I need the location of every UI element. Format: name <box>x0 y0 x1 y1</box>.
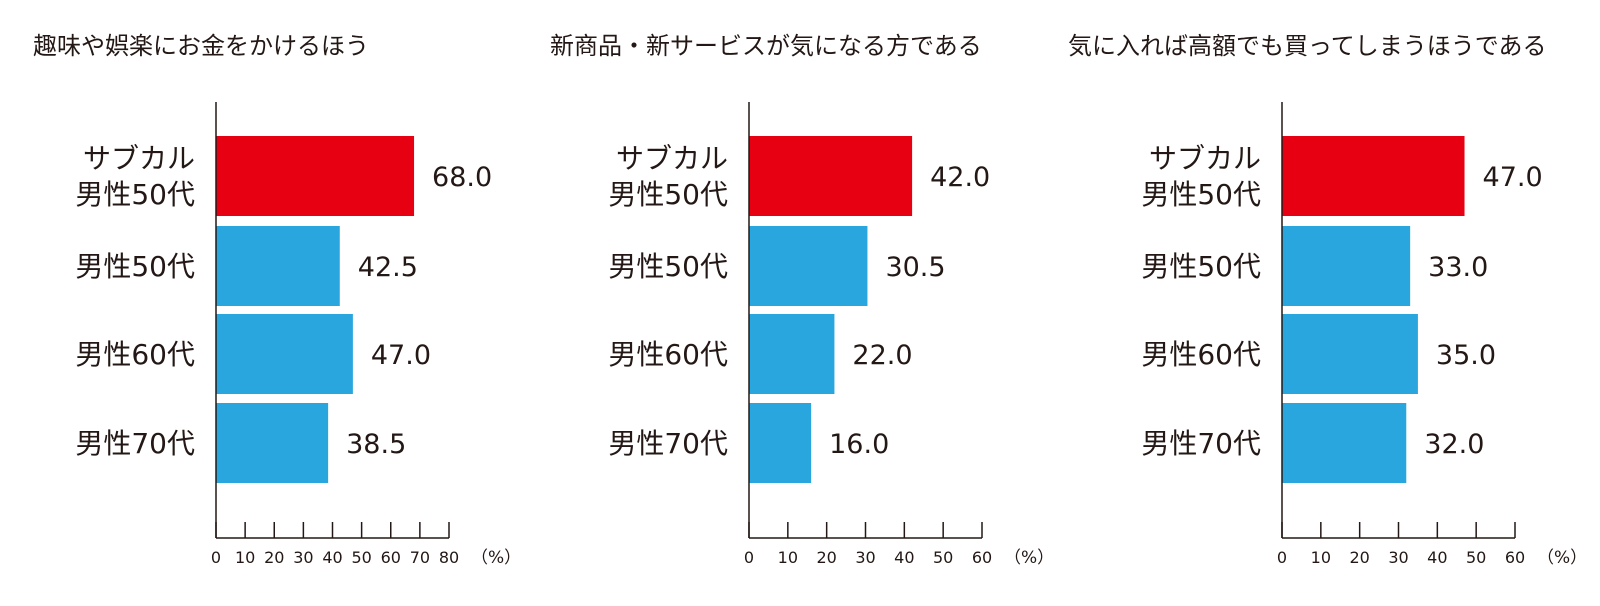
value-label-3: 38.5 <box>346 429 406 460</box>
x-tick-label-4: 40 <box>322 548 342 567</box>
bar-2 <box>749 314 835 394</box>
value-label-0: 42.0 <box>930 162 990 193</box>
x-tick-label-4: 40 <box>894 548 914 567</box>
unit-label: （%） <box>1537 548 1587 568</box>
x-tick-label-2: 20 <box>264 548 284 567</box>
category-label-3-0: 男性70代 <box>75 427 195 460</box>
category-label-1-0: 男性50代 <box>608 250 728 283</box>
chart-title: 気に入れば高額でも買ってしまうほうである <box>1068 32 1547 60</box>
x-tick-label-1: 10 <box>778 548 798 567</box>
chart-title: 新商品・新サービスが気になる方である <box>550 32 982 60</box>
chart-panel-1: 趣味や娯楽にお金をかけるほう 68.0 サブカル 男性50代 42.5 男性50代 47.… <box>0 0 533 606</box>
bar-1 <box>749 226 868 306</box>
value-label-2: 35.0 <box>1436 340 1496 371</box>
x-tick-label-6: 60 <box>381 548 401 567</box>
value-label-2: 47.0 <box>371 340 431 371</box>
category-label-3-0: 男性70代 <box>1141 427 1261 460</box>
value-label-1: 30.5 <box>885 252 945 283</box>
category-label-0-1: 男性50代 <box>1141 178 1261 211</box>
category-label-0-0: サブカル <box>83 142 195 175</box>
value-label-0: 47.0 <box>1483 162 1543 193</box>
x-tick-label-2: 20 <box>816 548 836 567</box>
x-tick-label-5: 50 <box>933 548 953 567</box>
x-tick-label-0: 0 <box>744 548 754 567</box>
x-tick-label-3: 30 <box>293 548 313 567</box>
value-label-3: 16.0 <box>829 429 889 460</box>
x-tick-label-3: 30 <box>1388 548 1408 567</box>
value-label-0: 68.0 <box>432 162 492 193</box>
bar-chart-2: 42.0サブカル男性50代30.5男性50代22.0男性60代16.0男性70代… <box>608 102 1054 568</box>
bar-1 <box>216 226 340 306</box>
x-tick-label-1: 10 <box>1311 548 1331 567</box>
bar-1 <box>1282 226 1411 306</box>
category-label-1-0: 男性50代 <box>75 250 195 283</box>
x-tick-label-0: 0 <box>211 548 221 567</box>
bar-3 <box>216 403 329 483</box>
category-label-2-0: 男性60代 <box>1141 338 1261 371</box>
category-label-2-0: 男性60代 <box>75 338 195 371</box>
category-label-0-0: サブカル <box>616 142 728 175</box>
category-label-0-1: 男性50代 <box>608 178 728 211</box>
unit-label: （%） <box>1004 548 1054 568</box>
x-tick-label-7: 70 <box>410 548 430 567</box>
bar-3 <box>749 403 812 483</box>
x-tick-label-0: 0 <box>1277 548 1287 567</box>
bar-chart-3: 47.0サブカル男性50代33.0男性50代35.0男性60代32.0男性70代… <box>1141 102 1587 568</box>
x-tick-label-8: 80 <box>439 548 459 567</box>
x-tick-label-5: 50 <box>1466 548 1486 567</box>
bar-0 <box>216 136 415 216</box>
value-label-2: 22.0 <box>852 340 912 371</box>
value-label-3: 32.0 <box>1424 429 1484 460</box>
chart-panel-3: 気に入れば高額でも買ってしまうほうである 47.0 サブカル 男性50代 33.0 男性… <box>1066 0 1599 606</box>
value-label-1: 42.5 <box>358 252 418 283</box>
category-label-3-0: 男性70代 <box>608 427 728 460</box>
category-label-0-1: 男性50代 <box>75 178 195 211</box>
x-tick-label-3: 30 <box>855 548 875 567</box>
unit-label: （%） <box>471 548 521 568</box>
category-label-2-0: 男性60代 <box>608 338 728 371</box>
chart-title: 趣味や娯楽にお金をかけるほう <box>33 32 369 60</box>
bar-chart-1: 68.0サブカル男性50代42.5男性50代47.0男性60代38.5男性70代… <box>75 102 521 568</box>
category-label-0-0: サブカル <box>1149 142 1261 175</box>
bar-3 <box>1282 403 1407 483</box>
x-tick-label-5: 50 <box>351 548 371 567</box>
bar-0 <box>749 136 913 216</box>
x-tick-label-6: 60 <box>1505 548 1525 567</box>
bar-2 <box>1282 314 1418 394</box>
value-label-1: 33.0 <box>1428 252 1488 283</box>
x-tick-label-4: 40 <box>1427 548 1447 567</box>
x-tick-label-2: 20 <box>1349 548 1369 567</box>
bar-2 <box>216 314 353 394</box>
category-label-1-0: 男性50代 <box>1141 250 1261 283</box>
chart-panel-2: 新商品・新サービスが気になる方である 42.0 サブカル 男性50代 30.5 男性50… <box>533 0 1066 606</box>
bar-0 <box>1282 136 1465 216</box>
x-tick-label-1: 10 <box>235 548 255 567</box>
x-tick-label-6: 60 <box>972 548 992 567</box>
